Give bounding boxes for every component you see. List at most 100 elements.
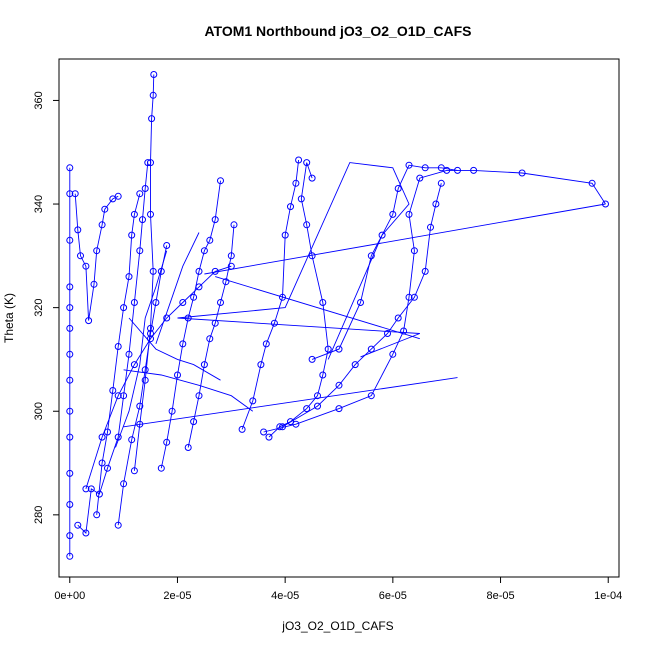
series-line: [133, 74, 155, 471]
data-point: [588, 179, 596, 187]
data-point: [66, 407, 74, 415]
data-point: [405, 293, 413, 301]
data-point: [378, 231, 386, 239]
data-point: [139, 216, 146, 224]
data-point: [384, 330, 391, 337]
data-point: [200, 247, 208, 255]
series-line: [263, 169, 606, 433]
data-point: [190, 418, 198, 426]
data-point: [148, 115, 156, 123]
data-point: [314, 402, 321, 410]
series-line: [123, 369, 254, 412]
data-point: [297, 195, 305, 203]
data-point: [335, 405, 343, 413]
data-point: [351, 361, 359, 369]
data-point: [179, 299, 187, 306]
y-tick-label: 300: [33, 402, 45, 420]
series-line: [85, 265, 232, 490]
series-line: [77, 162, 149, 534]
data-point: [71, 190, 79, 198]
data-point: [437, 179, 445, 187]
x-tick-label: 6e-05: [379, 590, 407, 602]
data-point: [206, 236, 214, 244]
data-point: [147, 335, 154, 343]
data-point: [184, 444, 192, 451]
data-point: [454, 166, 461, 174]
data-point: [238, 425, 246, 433]
data-point: [77, 252, 84, 260]
series-line: [117, 245, 168, 526]
data-point: [319, 371, 327, 379]
data-point: [66, 501, 74, 508]
data-point: [147, 330, 154, 337]
data-point: [421, 164, 429, 172]
data-point: [279, 293, 286, 301]
y-axis-label: Theta (K): [2, 293, 16, 343]
data-point: [66, 376, 74, 384]
data-point: [405, 161, 413, 169]
data-point: [104, 464, 111, 472]
data-point: [227, 252, 235, 260]
data-point: [128, 436, 136, 444]
data-point: [303, 159, 311, 167]
data-point: [437, 164, 445, 172]
data-point: [125, 350, 133, 358]
series-line: [311, 164, 458, 360]
data-point: [163, 314, 171, 322]
data-point: [389, 350, 397, 358]
data-point: [518, 169, 526, 177]
data-point: [109, 195, 117, 203]
series-line: [282, 183, 442, 428]
data-point: [130, 467, 138, 475]
data-point: [82, 485, 90, 493]
data-point: [141, 185, 149, 192]
data-point: [324, 345, 332, 353]
data-point: [195, 392, 203, 400]
data-point: [66, 190, 74, 198]
data-point: [389, 210, 397, 218]
data-point: [150, 71, 158, 78]
data-point: [179, 340, 187, 348]
data-point: [292, 179, 300, 187]
data-point: [101, 205, 109, 213]
data-point: [109, 387, 117, 394]
data-point: [249, 397, 257, 405]
data-point: [394, 185, 402, 192]
data-point: [130, 299, 138, 306]
data-point: [184, 314, 192, 322]
data-point: [367, 252, 375, 260]
data-point: [98, 433, 106, 441]
data-point: [432, 200, 440, 208]
data-point: [405, 210, 413, 218]
series-line: [215, 276, 420, 340]
plot-frame: [58, 58, 620, 578]
plot-area: [66, 71, 609, 560]
data-point: [82, 529, 90, 537]
data-point: [66, 304, 74, 312]
data-point: [120, 480, 128, 488]
series-line: [204, 203, 606, 275]
chart-title: ATOM1 Northbound jO3_O2_O1D_CAFS: [204, 23, 471, 39]
series-line: [155, 232, 200, 345]
data-point: [257, 361, 265, 369]
series-line: [115, 250, 168, 448]
data-point: [230, 221, 238, 229]
data-point: [190, 293, 198, 301]
data-point: [410, 293, 418, 301]
data-point: [66, 552, 74, 560]
y-axis: 280 300 320 340 360: [33, 91, 59, 524]
data-point: [114, 392, 122, 400]
data-point: [206, 335, 214, 343]
data-point: [357, 299, 364, 306]
data-point: [147, 159, 154, 167]
data-point: [416, 174, 424, 182]
data-point: [98, 221, 106, 229]
x-axis-label: jO3_O2_O1D_CAFS: [281, 619, 393, 633]
x-tick-label: 4e-05: [271, 590, 299, 602]
data-point: [222, 278, 230, 286]
data-point: [367, 392, 375, 400]
data-point: [287, 418, 294, 426]
data-point: [292, 420, 300, 428]
data-point: [262, 340, 270, 348]
